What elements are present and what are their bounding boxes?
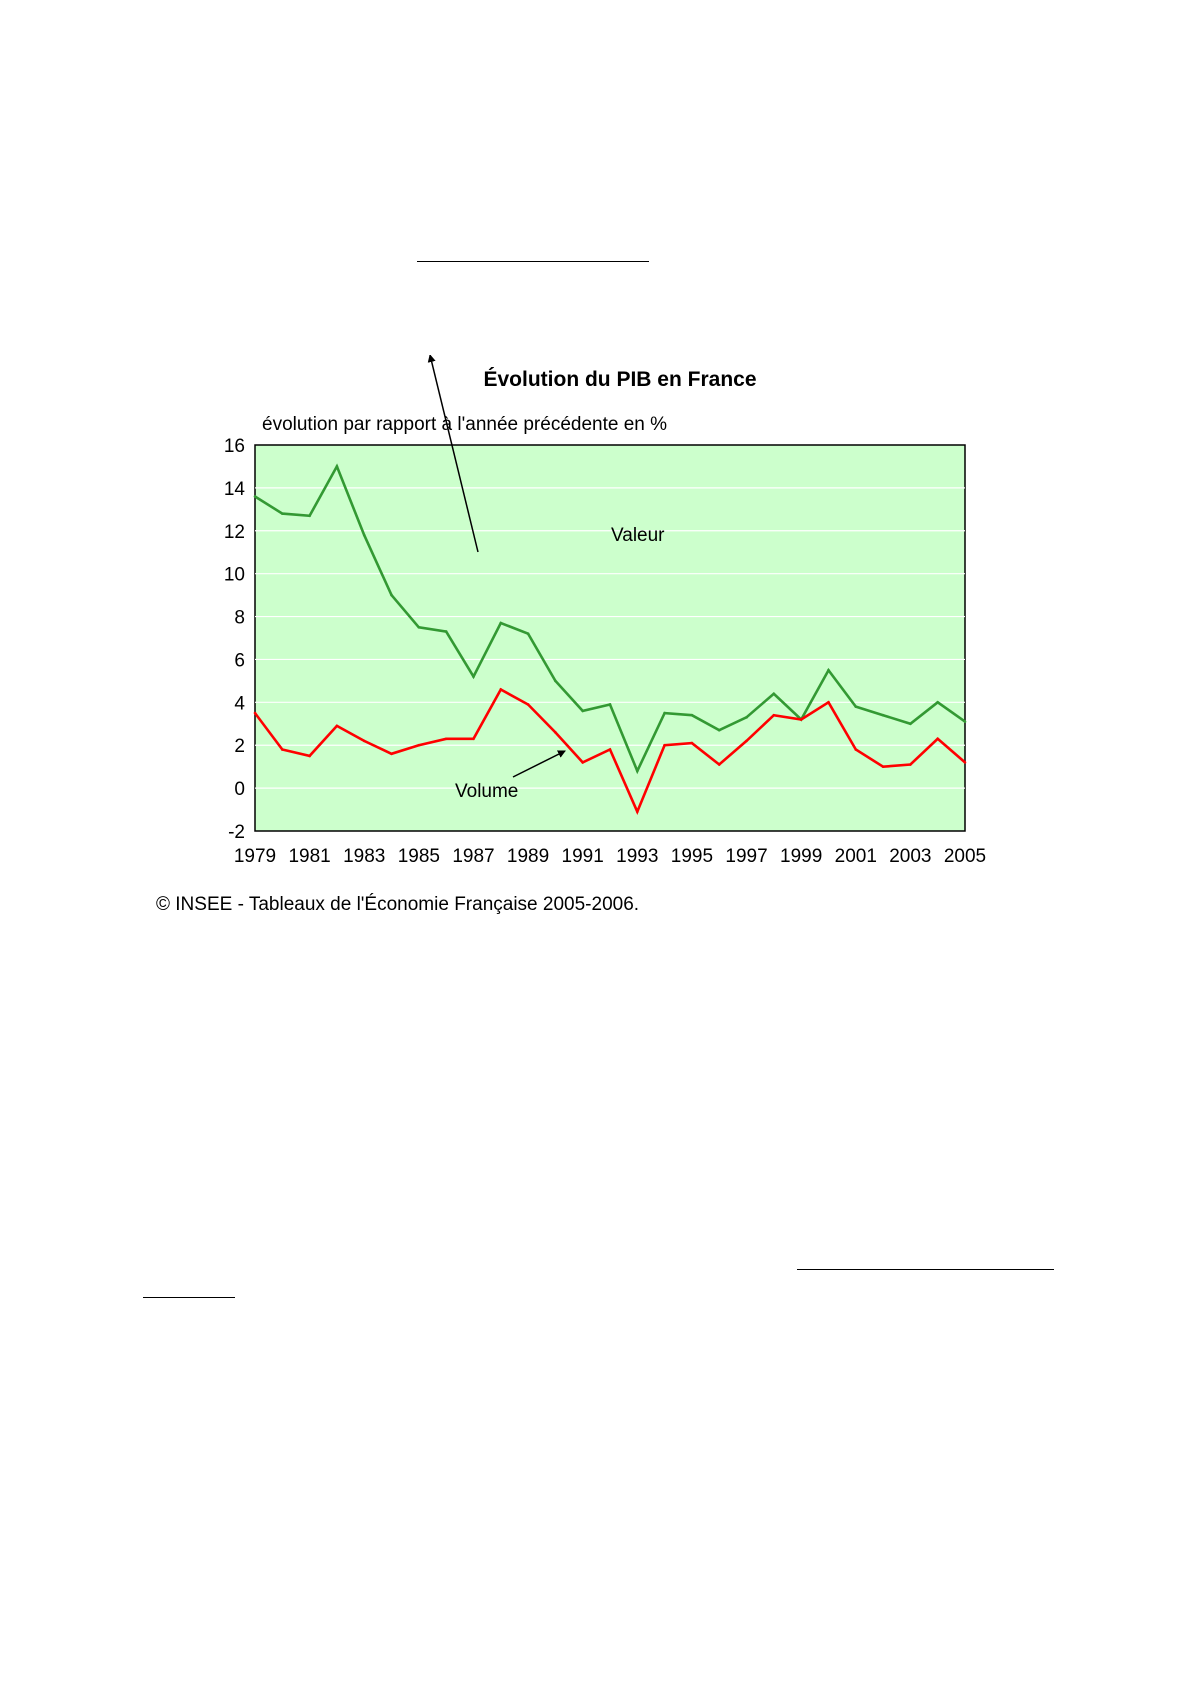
data-point-volume bbox=[308, 754, 311, 758]
y-tick-label: 12 bbox=[224, 522, 245, 543]
data-point-valeur bbox=[499, 621, 503, 625]
data-point-valeur bbox=[881, 713, 885, 717]
data-point-valeur bbox=[444, 630, 448, 633]
data-point-valeur bbox=[308, 514, 311, 518]
data-point-volume bbox=[963, 761, 967, 764]
data-point-volume bbox=[554, 731, 557, 734]
data-point-volume bbox=[663, 743, 666, 747]
x-tick-label: 1991 bbox=[562, 846, 604, 867]
y-tick-label: 0 bbox=[234, 779, 245, 800]
data-point-valeur bbox=[936, 701, 939, 704]
data-point-volume bbox=[854, 748, 858, 751]
data-point-valeur bbox=[827, 668, 830, 672]
x-tick-label: 2001 bbox=[835, 846, 877, 867]
data-point-valeur bbox=[690, 713, 694, 717]
x-tick-label: 2005 bbox=[944, 846, 986, 867]
data-point-valeur bbox=[253, 495, 257, 498]
blank-underline-bottom-1 bbox=[797, 1269, 1054, 1270]
x-tick-label: 1985 bbox=[398, 846, 440, 867]
data-point-valeur bbox=[281, 512, 284, 515]
data-point-volume bbox=[690, 741, 694, 745]
data-point-valeur bbox=[772, 692, 776, 696]
data-point-volume bbox=[390, 752, 393, 756]
data-point-volume bbox=[881, 765, 885, 768]
gdp-line-chart: Évolution du PIB en France évolution par… bbox=[156, 355, 986, 915]
data-point-volume bbox=[526, 703, 530, 706]
y-tick-label: 10 bbox=[224, 565, 245, 586]
y-tick-label: -2 bbox=[228, 822, 245, 843]
series-label-volume: Volume bbox=[455, 781, 518, 802]
data-point-valeur bbox=[608, 703, 612, 706]
data-point-valeur bbox=[581, 709, 584, 713]
x-tick-label: 1997 bbox=[725, 846, 767, 867]
chart-subtitle: évolution par rapport à l'année précéden… bbox=[262, 414, 667, 435]
x-tick-label: 1979 bbox=[234, 846, 276, 867]
data-point-valeur bbox=[417, 625, 421, 629]
data-point-volume bbox=[827, 701, 830, 704]
chart-source: © INSEE - Tableaux de l'Économie Françai… bbox=[156, 894, 639, 915]
data-point-volume bbox=[281, 748, 284, 751]
data-point-valeur bbox=[526, 632, 530, 636]
x-tick-label: 1993 bbox=[616, 846, 658, 867]
data-point-valeur bbox=[335, 465, 339, 468]
y-tick-label: 6 bbox=[234, 650, 245, 671]
series-label-valeur: Valeur bbox=[611, 525, 665, 546]
blank-underline-top bbox=[417, 261, 649, 262]
y-tick-label: 4 bbox=[234, 693, 245, 714]
data-point-valeur bbox=[963, 720, 967, 723]
chart-title: Évolution du PIB en France bbox=[483, 368, 756, 391]
data-point-volume bbox=[745, 739, 748, 743]
x-tick-label: 1987 bbox=[452, 846, 494, 867]
data-point-valeur bbox=[554, 679, 557, 683]
data-point-valeur bbox=[717, 728, 721, 732]
data-point-volume bbox=[799, 718, 803, 721]
y-tick-label: 16 bbox=[224, 436, 245, 457]
data-point-valeur bbox=[390, 593, 393, 597]
data-point-volume bbox=[253, 711, 257, 715]
x-tick-label: 1999 bbox=[780, 846, 822, 867]
x-tick-label: 2003 bbox=[889, 846, 931, 867]
plot-area bbox=[254, 444, 966, 832]
arrow-valeur bbox=[427, 355, 479, 553]
data-point-valeur bbox=[636, 769, 639, 773]
x-tick-label: 1983 bbox=[343, 846, 385, 867]
arrow-volume bbox=[512, 750, 566, 778]
y-tick-label: 8 bbox=[234, 608, 245, 629]
y-tick-label: 2 bbox=[234, 736, 245, 757]
data-point-valeur bbox=[854, 705, 858, 708]
data-point-valeur bbox=[472, 675, 475, 678]
data-point-volume bbox=[636, 810, 639, 813]
data-point-volume bbox=[581, 761, 584, 764]
data-point-volume bbox=[717, 763, 721, 766]
data-point-valeur bbox=[362, 533, 366, 537]
x-tick-label: 1989 bbox=[507, 846, 549, 867]
series-lines bbox=[253, 463, 967, 816]
blank-underline-bottom-2 bbox=[143, 1297, 235, 1298]
data-point-volume bbox=[335, 724, 339, 728]
x-axis-ticks: 1979 1981 1983 1985 1987 1989 1991 1993 1995 1997… bbox=[234, 846, 986, 867]
x-tick-label: 1995 bbox=[671, 846, 713, 867]
data-point-valeur bbox=[745, 716, 748, 719]
data-point-volume bbox=[444, 737, 448, 741]
data-point-volume bbox=[608, 748, 612, 751]
data-point-valeur bbox=[663, 711, 666, 715]
y-axis-ticks: 16 14 12 10 8 6 4 2 0 -2 bbox=[224, 436, 246, 843]
data-point-volume bbox=[936, 737, 939, 741]
y-tick-label: 14 bbox=[224, 479, 246, 500]
data-point-volume bbox=[417, 743, 421, 747]
data-point-volume bbox=[472, 737, 475, 741]
data-point-volume bbox=[772, 713, 776, 717]
x-tick-label: 1981 bbox=[288, 846, 330, 867]
data-point-volume bbox=[362, 739, 366, 743]
data-point-volume bbox=[909, 763, 912, 766]
data-point-valeur bbox=[909, 722, 912, 726]
data-point-volume bbox=[499, 688, 503, 691]
